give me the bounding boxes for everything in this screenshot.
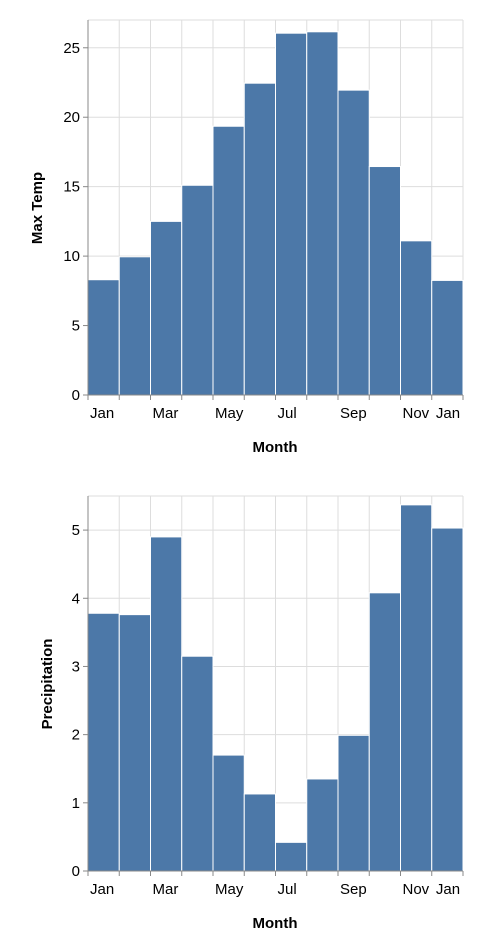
bar-jul	[275, 841, 308, 872]
x-tick-label: Jan	[436, 405, 460, 422]
y-axis-title: Precipitation	[39, 639, 56, 730]
x-tick-label: Mar	[153, 405, 179, 422]
bar-apr	[181, 655, 214, 872]
x-tick-label: Nov	[403, 881, 430, 898]
y-tick-label: 1	[72, 795, 80, 812]
bar-jan	[87, 612, 120, 872]
x-tick-label: May	[215, 881, 244, 898]
bar-apr	[181, 184, 214, 396]
bar-mar	[150, 536, 183, 872]
y-axis-title: Max Temp	[29, 172, 46, 244]
x-tick-label: Sep	[340, 881, 367, 898]
bar-may	[212, 754, 245, 872]
y-tick-label: 3	[72, 658, 80, 675]
bar-nov	[400, 504, 433, 872]
bar-sep	[337, 89, 370, 396]
x-tick-label: Jan	[436, 881, 460, 898]
y-tick-label: 0	[72, 387, 80, 404]
x-tick-label: Jan	[90, 405, 114, 422]
x-tick-label: Jul	[278, 405, 297, 422]
bar-jun	[243, 82, 276, 396]
x-tick-label: Nov	[403, 405, 430, 422]
bar-dec	[431, 527, 464, 872]
bar-oct	[368, 592, 401, 872]
x-tick-label: Sep	[340, 405, 367, 422]
bar-mar	[150, 220, 183, 396]
y-tick-label: 0	[72, 863, 80, 880]
bar-aug	[306, 778, 339, 872]
y-tick-label: 25	[63, 40, 80, 57]
bar-nov	[400, 240, 433, 396]
bar-dec	[431, 279, 464, 396]
bar-may	[212, 125, 245, 396]
bar-feb	[118, 256, 151, 396]
x-tick-label: Jan	[90, 881, 114, 898]
y-tick-label: 20	[63, 109, 80, 126]
x-axis-title: Month	[253, 915, 298, 932]
y-tick-label: 5	[72, 522, 80, 539]
bar-feb	[118, 614, 151, 872]
y-tick-label: 2	[72, 727, 80, 744]
y-tick-label: 4	[72, 590, 80, 607]
y-tick-label: 10	[63, 248, 80, 265]
bar-sep	[337, 734, 370, 872]
x-tick-label: Mar	[153, 881, 179, 898]
x-tick-label: Jul	[278, 881, 297, 898]
bar-aug	[306, 31, 339, 396]
x-tick-label: May	[215, 405, 244, 422]
max-temp-chart: 0 5 10 15 20 25 Jan Mar May Jul Sep Nov Jan Month Ma…	[29, 19, 464, 456]
bar-jun	[243, 793, 276, 872]
bar-jan	[87, 279, 120, 396]
x-axis-title: Month	[253, 439, 298, 456]
y-tick-label: 5	[72, 318, 80, 335]
precipitation-chart: 0 1 2 3 4 5 Jan Mar May Jul Sep Nov Jan Month Precip…	[39, 495, 464, 932]
bar-jul	[275, 32, 308, 396]
bar-oct	[368, 166, 401, 396]
y-tick-label: 15	[63, 179, 80, 196]
